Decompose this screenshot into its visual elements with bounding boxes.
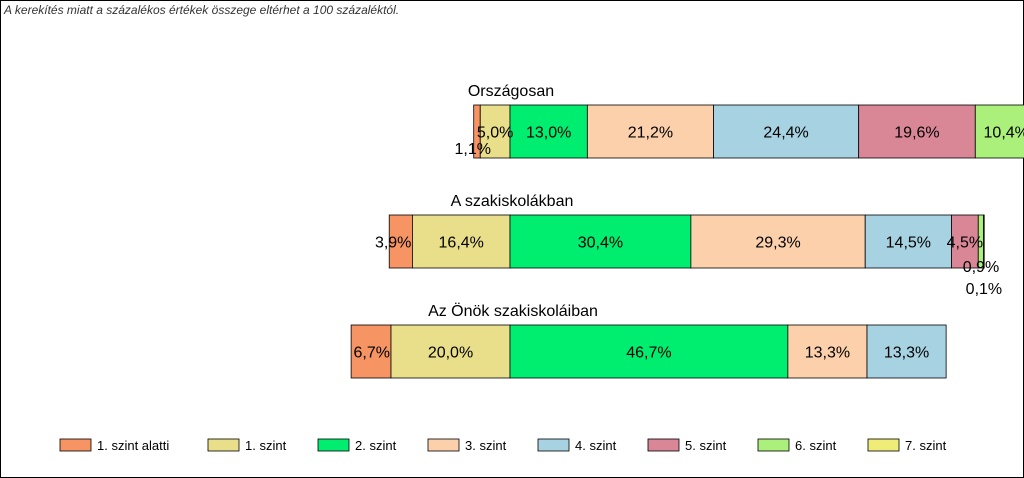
data-label-3-5: 13,3% [884,345,929,362]
bar-segment-1-5 [713,104,860,159]
group-title-1: Országosan [468,83,554,100]
data-label-1-4: 21,2% [628,125,673,142]
rounding-note: A kerekítés miatt a százalékos értékek ö… [4,3,400,17]
legend-swatch-1 [59,438,92,452]
legend-label-1: 1. szint alatti [97,438,169,453]
data-label-1-2: 5,0% [477,125,513,142]
legend-label-5: 4. szint [575,438,617,453]
data-label-3-1: 6,7% [354,345,390,362]
bar-segment-2-2 [412,214,511,269]
data-label-3-2: 20,0% [428,345,473,362]
bar-segment-1-7 [974,104,1024,159]
data-label-1-3: 13,0% [526,125,571,142]
bar-segment-3-2 [390,324,511,379]
group-title-3: Az Önök szakiskoláiban [428,302,598,320]
legend-swatch-3 [317,438,350,452]
bar-segment-1-3 [509,104,588,159]
data-label-2-7: 0,9% [963,259,999,276]
bar-segment-3-5 [866,324,947,379]
data-label-2-6: 4,5% [947,235,983,252]
legend-label-2: 1. szint [245,438,287,453]
bar-segment-1-6 [858,104,976,159]
data-label-3-3: 46,7% [626,345,671,362]
legend-label-7: 6. szint [795,438,837,453]
data-label-1-7: 10,4% [984,125,1024,142]
bar-segment-2-8 [983,214,985,269]
bar-segment-2-5 [864,214,952,269]
legend-swatch-6 [647,438,680,452]
legend-swatch-5 [537,438,570,452]
data-label-1-5: 24,4% [763,125,808,142]
bar-segment-3-4 [787,324,868,379]
group-title-2: A szakiskolákban [451,193,574,210]
legend-label-3: 2. szint [355,438,397,453]
legend-label-4: 3. szint [465,438,507,453]
data-label-3-4: 13,3% [805,345,850,362]
data-label-2-5: 14,5% [886,235,931,252]
data-label-2-4: 29,3% [755,235,800,252]
legend-swatch-8 [867,438,900,452]
legend-label-6: 5. szint [685,438,727,453]
data-label-2-8: 0,1% [966,281,1002,298]
bar-segment-3-3 [509,324,789,379]
bar-segment-1-4 [586,104,714,159]
legend-swatch-4 [427,438,460,452]
bar-segment-2-4 [690,214,866,269]
legend-label-8: 7. szint [905,438,947,453]
data-label-1-6: 19,6% [894,125,939,142]
data-label-2-1: 3,9% [375,235,411,252]
legend-swatch-2 [207,438,240,452]
data-label-2-2: 16,4% [439,235,484,252]
bar-segment-2-3 [509,214,692,269]
legend-swatch-7 [757,438,790,452]
data-label-2-3: 30,4% [578,235,623,252]
bar-segment-2-6 [951,214,979,269]
data-label-1-1: 1,1% [454,141,490,158]
